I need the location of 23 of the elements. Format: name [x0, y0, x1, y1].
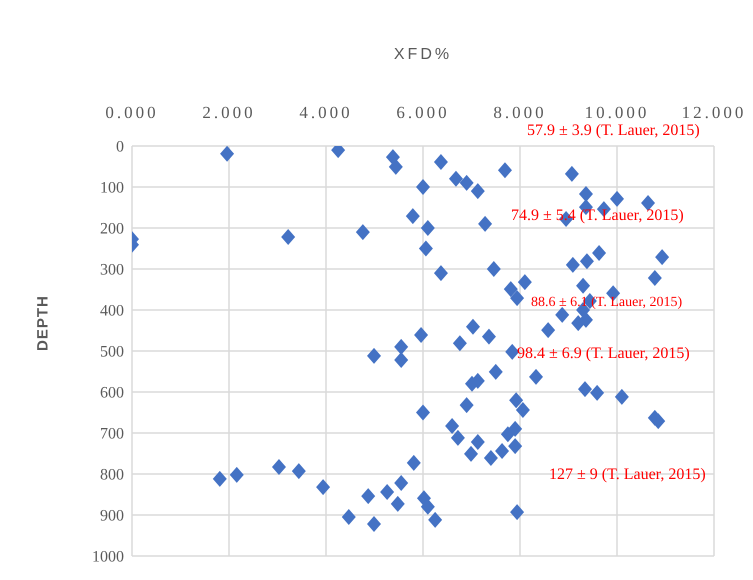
y-tick-label: 100	[100, 180, 124, 197]
y-tick-label: 400	[100, 302, 124, 320]
x-tick-label: 0.000	[105, 103, 159, 122]
annotation: 127 ± 9 (T. Lauer, 2015)	[549, 466, 706, 484]
x-tick-label: 12.000	[682, 103, 746, 122]
y-tick-label: 800	[100, 466, 124, 484]
y-axis-title: DEPTH	[34, 295, 52, 351]
y-tick-label: 600	[100, 384, 124, 402]
x-tick-label: 8.000	[493, 103, 547, 122]
y-tick-label: 500	[100, 344, 124, 361]
x-axis-title: XFD%	[392, 46, 454, 64]
annotation: 98.4 ± 6.9 (T. Lauer, 2015)	[517, 345, 690, 363]
y-tick-label: 300	[100, 262, 124, 279]
x-tick-label: 10.000	[584, 103, 650, 122]
x-tick-label: 6.000	[396, 103, 450, 122]
y-tick-label: 1000	[92, 548, 124, 566]
text: 57.9 ± 3.9 (T. Lauer, 2015)	[527, 122, 700, 140]
y-tick-label: 200	[100, 220, 124, 238]
x-tick-label: 4.000	[299, 103, 353, 122]
y-tick-label: 0	[116, 138, 124, 156]
x-tick-label: 2.000	[202, 103, 256, 122]
y-tick-label: 700	[100, 426, 124, 443]
y-tick-label: 900	[100, 508, 124, 525]
